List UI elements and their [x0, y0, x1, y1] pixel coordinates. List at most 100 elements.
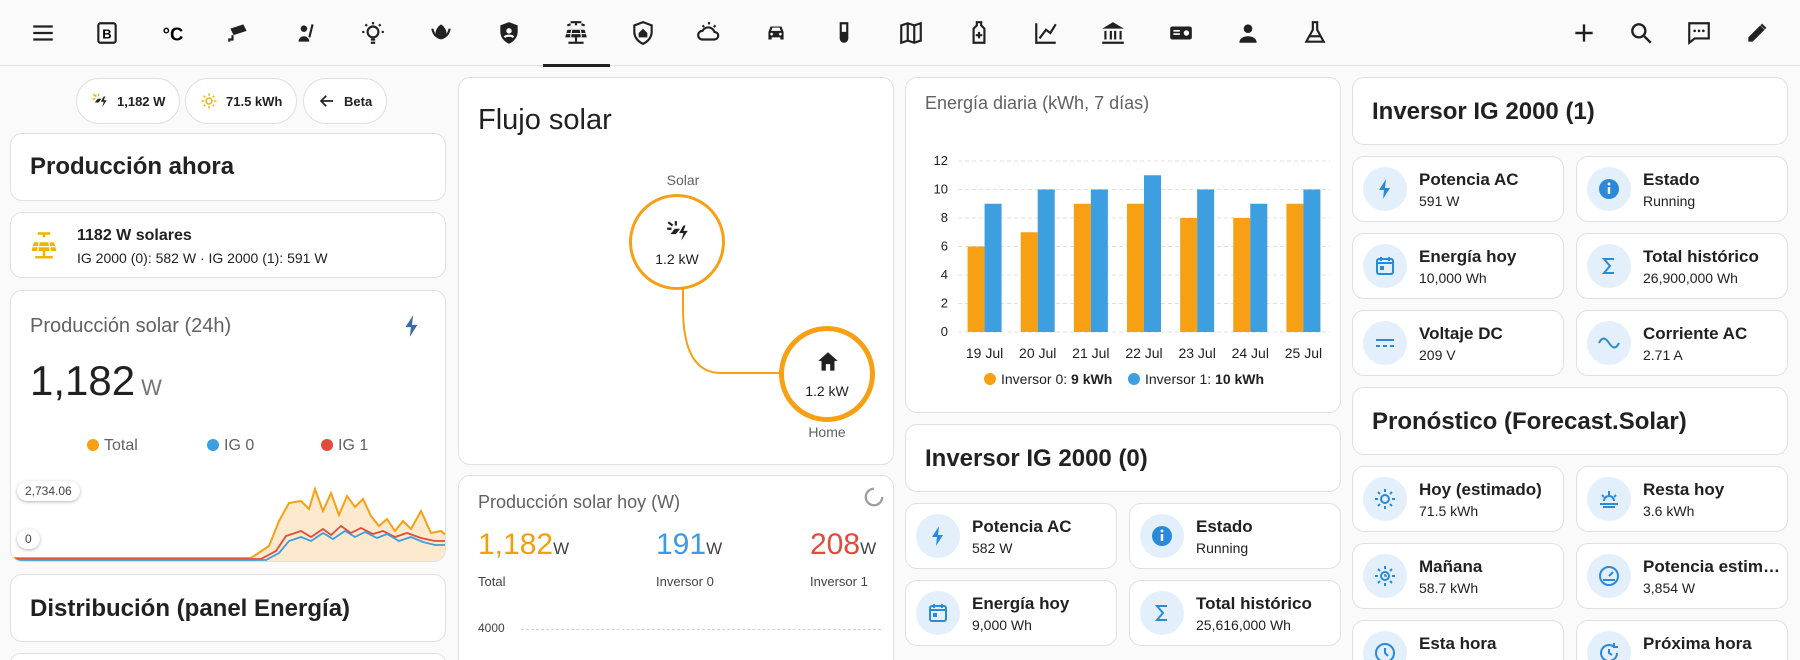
chip-beta[interactable]: Beta — [303, 78, 388, 124]
router-icon[interactable] — [1166, 18, 1196, 48]
flujo-home-node[interactable]: 1.2 kW — [779, 326, 875, 422]
bar-inversor-0[interactable] — [967, 246, 985, 333]
calendar-icon[interactable] — [1363, 244, 1407, 288]
shield-home-icon[interactable] — [628, 18, 658, 48]
bar-inversor-0[interactable] — [1286, 203, 1304, 332]
energia-diaria-title: Energía diaria (kWh, 7 días) — [925, 93, 1150, 113]
tile-name: Total histórico — [1196, 594, 1312, 613]
produccion-ahora-detail[interactable]: 1182 W solares IG 2000 (0): 582 W · IG 2… — [10, 212, 446, 278]
clock-forward-icon[interactable] — [1587, 631, 1631, 660]
add-icon[interactable] — [1569, 18, 1599, 48]
gauge-icon[interactable] — [1587, 554, 1631, 598]
bar-inversor-0[interactable] — [1127, 203, 1144, 332]
info-icon[interactable] — [1140, 514, 1184, 558]
tile-state: 2.71 A — [1643, 347, 1683, 363]
hoy-stat-total[interactable]: 1,182W — [478, 528, 570, 561]
solar-panel-icon[interactable] — [561, 18, 591, 48]
person-icon[interactable] — [1233, 18, 1263, 48]
shield-icon[interactable] — [494, 18, 524, 48]
tile-sunset[interactable]: Resta hoy 3.6 kWh — [1576, 466, 1788, 532]
bar-inversor-1[interactable] — [1197, 189, 1215, 333]
tile-sun-clock[interactable]: Mañana 58.7 kWh — [1352, 543, 1564, 609]
bar-inversor-0[interactable] — [1020, 232, 1038, 332]
tile-flash[interactable]: Potencia AC 582 W — [905, 503, 1117, 569]
car-icon[interactable] — [761, 18, 791, 48]
tile-clock[interactable]: Esta hora — [1352, 620, 1564, 660]
produccion-24h-card[interactable]: Producción solar (24h) 1,182 W Total IG 0… — [10, 290, 446, 562]
x-tick-label: 20 Jul — [1019, 345, 1056, 361]
produccion-24h-unit: W — [141, 375, 162, 400]
sunset-icon[interactable] — [1587, 477, 1631, 521]
bar-inversor-0[interactable] — [1233, 218, 1251, 332]
calendar-icon[interactable] — [916, 591, 960, 635]
bar-inversor-0[interactable] — [1180, 218, 1198, 332]
tile-state: 71.5 kWh — [1419, 503, 1479, 519]
chip-energy[interactable]: 71.5 kWh — [185, 78, 298, 124]
sigma-icon[interactable] — [1140, 591, 1184, 635]
energia-diaria-card[interactable]: Energía diaria (kWh, 7 días) 0 2 4 6 8 10 12 19… — [905, 77, 1341, 413]
weather-icon[interactable] — [694, 18, 724, 48]
produccion-hoy-card[interactable]: Producción solar hoy (W) 1,182W Total 19… — [458, 475, 894, 660]
bar-inversor-1[interactable] — [984, 203, 1002, 332]
energia-diaria-chart[interactable]: 0 2 4 6 8 10 12 19 Jul 20 Jul 21 Jul 22 Jul 23 Jul 2… — [906, 78, 1341, 413]
tile-sigma[interactable]: Total histórico 25,616,000 Wh — [1129, 580, 1341, 646]
flash-icon[interactable] — [916, 514, 960, 558]
bar-inversor-1[interactable] — [1250, 203, 1268, 332]
flujo-solar-node[interactable]: 1.2 kW — [629, 194, 725, 290]
bar-inversor-1[interactable] — [1144, 175, 1161, 332]
flash-icon[interactable] — [1363, 167, 1407, 211]
bar-inversor-1[interactable] — [1303, 189, 1321, 333]
edit-icon[interactable] — [1742, 18, 1772, 48]
tile-info[interactable]: Estado Running — [1576, 156, 1788, 222]
lightbulb-icon[interactable] — [358, 18, 388, 48]
tile-sun-outline[interactable]: Hoy (estimado) 71.5 kWh — [1352, 466, 1564, 532]
sigma-icon[interactable] — [1587, 244, 1631, 288]
tile-current-dc[interactable]: Voltaje DC 209 V — [1352, 310, 1564, 376]
sun-clock-icon[interactable] — [1363, 554, 1407, 598]
thermometer-celsius-icon[interactable]: °C — [158, 18, 188, 48]
chart-line-icon[interactable] — [1031, 18, 1061, 48]
inv1-header-card: Inversor IG 2000 (1) — [1352, 77, 1788, 145]
flash-icon[interactable] — [399, 313, 425, 339]
hoy-stat-inv0[interactable]: 191W — [656, 528, 723, 561]
search-icon[interactable] — [1626, 18, 1656, 48]
tulip-icon[interactable] — [426, 18, 456, 48]
bold-b-icon[interactable]: B — [92, 18, 122, 48]
tile-clock-forward[interactable]: Próxima hora — [1576, 620, 1788, 660]
sun-outline-icon[interactable] — [1363, 477, 1407, 521]
tile-flash[interactable]: Potencia AC 591 W — [1352, 156, 1564, 222]
tile-info[interactable]: Estado Running — [1129, 503, 1341, 569]
flujo-solar-card[interactable]: Flujo solar Solar 1.2 kW 1.2 kW Home — [458, 77, 894, 465]
current-dc-icon[interactable] — [1363, 321, 1407, 365]
map-icon[interactable] — [896, 18, 926, 48]
bank-icon[interactable] — [1098, 18, 1128, 48]
tile-sine-wave[interactable]: Corriente AC 2.71 A — [1576, 310, 1788, 376]
hoy-stat-inv1[interactable]: 208W — [810, 528, 877, 561]
clock-icon[interactable] — [1363, 631, 1407, 660]
tile-calendar[interactable]: Energía hoy 9,000 Wh — [905, 580, 1117, 646]
legend-ig1[interactable]: IG 1 — [321, 437, 368, 455]
distribucion-title: Distribución (panel Energía) — [30, 595, 351, 622]
sun-outline-icon — [201, 93, 217, 109]
legend-inversor-0[interactable]: Inversor 0: 9 kWh — [984, 371, 1112, 387]
flask-icon[interactable] — [1300, 18, 1330, 48]
bar-inversor-1[interactable] — [1090, 189, 1108, 333]
cctv-icon[interactable] — [224, 18, 254, 48]
chip-power[interactable]: 1,182 W — [76, 78, 181, 124]
legend-ig0[interactable]: IG 0 — [207, 437, 254, 455]
legend-total[interactable]: Total — [87, 437, 138, 455]
tile-sigma[interactable]: Total histórico 26,900,000 Wh — [1576, 233, 1788, 299]
bar-inversor-0[interactable] — [1073, 203, 1091, 332]
info-icon[interactable] — [1587, 167, 1631, 211]
menu-icon[interactable] — [28, 18, 58, 48]
legend-inversor-1[interactable]: Inversor 1: 10 kWh — [1128, 371, 1264, 387]
bottle-plus-icon[interactable] — [964, 18, 994, 48]
tile-calendar[interactable]: Energía hoy 10,000 Wh — [1352, 233, 1564, 299]
tile-gauge[interactable]: Potencia estim… 3,854 W — [1576, 543, 1788, 609]
test-tube-icon[interactable] — [829, 18, 859, 48]
chat-icon[interactable] — [1684, 18, 1714, 48]
sine-wave-icon[interactable] — [1587, 321, 1631, 365]
robot-vacuum-icon[interactable] — [290, 18, 320, 48]
forecast-header-card: Pronóstico (Forecast.Solar) — [1352, 387, 1788, 455]
bar-inversor-1[interactable] — [1037, 189, 1055, 333]
